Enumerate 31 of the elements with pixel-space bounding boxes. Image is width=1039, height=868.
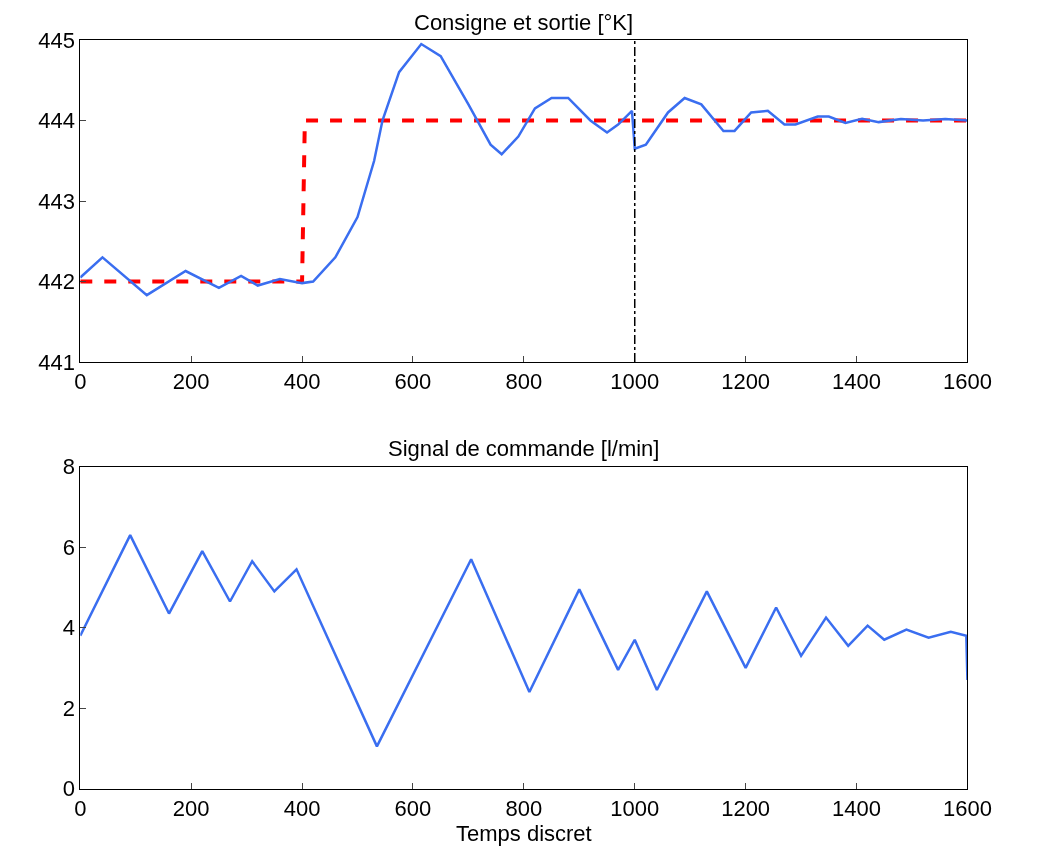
x-tick-label: 1000 [610, 369, 660, 395]
x-tick-label: 1200 [721, 369, 771, 395]
x-tick-label: 1600 [942, 369, 992, 395]
y-tick-label: 443 [38, 188, 75, 214]
x-tick-label: 800 [505, 796, 543, 822]
x-tick-label: 400 [283, 369, 321, 395]
x-tick-label: 800 [505, 369, 543, 395]
x-tick-label: 400 [283, 796, 321, 822]
y-tick-label: 6 [62, 534, 75, 560]
y-tick-label: 445 [38, 27, 75, 53]
x-tick-label: 1600 [942, 796, 992, 822]
x-tick-label: 1200 [721, 796, 771, 822]
x-tick-label: 1400 [832, 369, 881, 395]
x-tick-label: 1000 [610, 796, 660, 822]
x-tick-label: 600 [394, 796, 432, 822]
x-tick-label: 200 [172, 796, 210, 822]
y-tick-label: 0 [62, 776, 75, 802]
y-tick-label: 444 [38, 108, 75, 134]
y-tick-label: 2 [62, 695, 75, 721]
y-tick-label: 8 [62, 454, 75, 480]
x-tick-label: 600 [394, 369, 432, 395]
y-tick-label: 442 [38, 269, 75, 295]
y-tick-label: 4 [62, 615, 75, 641]
y-tick-label: 441 [38, 349, 75, 375]
x-axis-title: Temps discret [455, 821, 592, 847]
x-tick-label: 1400 [832, 796, 881, 822]
chart-title: Signal de commande [l/min] [388, 436, 660, 461]
x-tick-label: 200 [172, 369, 210, 395]
line-series [80, 533, 968, 748]
line-series [80, 42, 968, 297]
chart-title: Consigne et sortie [°K] [414, 10, 634, 35]
